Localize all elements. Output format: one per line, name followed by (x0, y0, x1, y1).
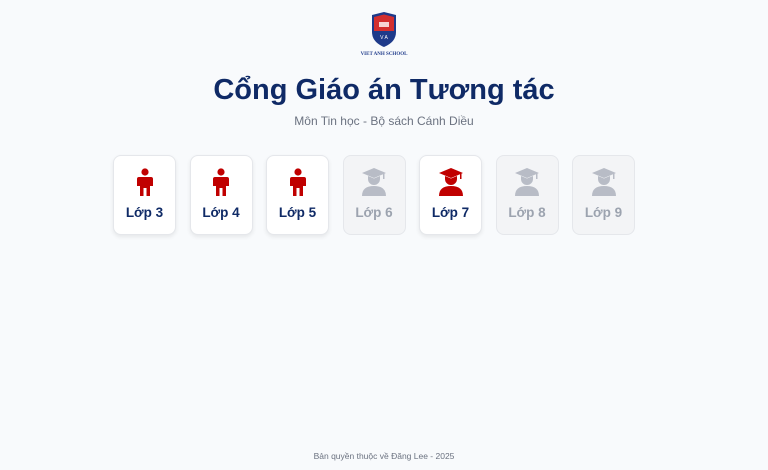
grade-label: Lớp 5 (278, 205, 317, 220)
grade-card-8: Lớp 8 (495, 155, 559, 235)
grade-card-7[interactable]: Lớp 7 (419, 155, 482, 235)
page-subtitle: Môn Tin học - Bộ sách Cánh Diều (294, 114, 474, 128)
grade-label: Lớp 4 (202, 205, 240, 220)
footer-copyright: Bản quyền thuộc về Đăng Lee - 2025 (313, 451, 455, 461)
school-logo: V A VIET ANH SCHOOL (354, 12, 414, 62)
grade-label: Lớp 8 (508, 205, 546, 220)
page-title: Cổng Giáo án Tương tác (213, 74, 555, 106)
grade-card-4[interactable]: Lớp 4 (189, 155, 253, 235)
graduate-icon (438, 168, 464, 196)
grade-label: Lớp 7 (431, 205, 470, 220)
grade-card-9: Lớp 9 (572, 155, 635, 235)
grade-list: Lớp 3 Lớp 4 Lớp 5 Lớp 6 Lớp 7 Lớp 8 Lớp 9 (113, 155, 635, 235)
svg-text:V A: V A (380, 35, 388, 41)
grade-label: Lớp 3 (125, 205, 164, 220)
grade-label: Lớp 6 (355, 205, 393, 220)
child-icon (289, 168, 307, 196)
grade-card-5[interactable]: Lớp 5 (266, 155, 329, 235)
child-icon (136, 168, 154, 196)
graduate-icon (361, 168, 387, 196)
child-icon (212, 168, 230, 196)
graduate-icon (591, 168, 617, 196)
graduate-icon (514, 168, 540, 196)
svg-text:VIET ANH SCHOOL: VIET ANH SCHOOL (361, 52, 409, 57)
grade-card-3[interactable]: Lớp 3 (113, 155, 176, 235)
grade-label: Lớp 9 (584, 205, 623, 220)
grade-card-6: Lớp 6 (342, 155, 406, 235)
